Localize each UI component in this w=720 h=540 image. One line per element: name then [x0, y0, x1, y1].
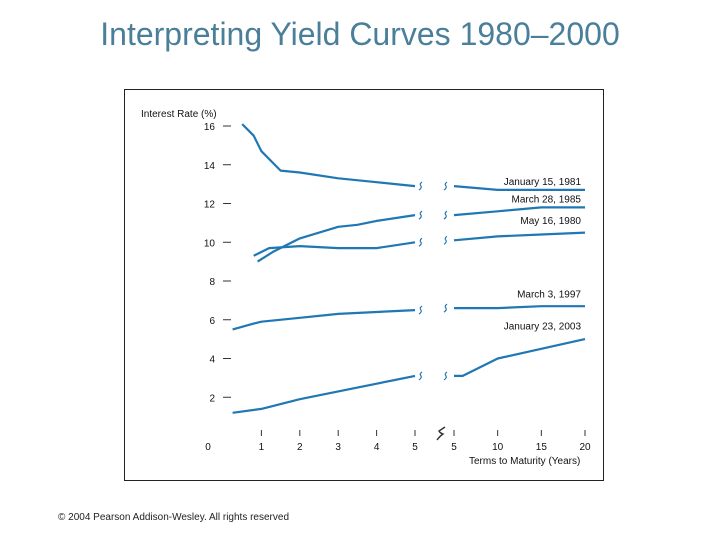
series-line-long-may-16-1980: [453, 231, 586, 242]
series-line-short-january-23-2003: [232, 374, 416, 414]
y-tick-label: 4: [209, 355, 215, 366]
series-label-march-3-1997: March 3, 1997: [517, 289, 581, 300]
slide-title: Interpreting Yield Curves 1980–2000: [100, 16, 620, 52]
x-tick-label: 5: [412, 442, 418, 453]
x-tick-label: 1: [259, 442, 265, 453]
chart-frame: Interest Rate (%) Terms to Maturity (Yea…: [124, 89, 604, 481]
break-mark-march-3-1997: [418, 305, 423, 315]
y-tick-label: 12: [204, 200, 216, 211]
break-mark-march-28-1985: [443, 210, 448, 220]
x-tick-label: 4: [374, 442, 380, 453]
break-mark-january-23-2003: [443, 371, 448, 381]
x-tick-label: 2: [297, 442, 303, 453]
series-line-short-march-28-1985: [257, 214, 416, 263]
origin-label: 0: [205, 442, 211, 453]
x-tick-label: 15: [536, 442, 548, 453]
break-mark-march-28-1985: [418, 210, 423, 220]
break-mark-january-15-1981: [418, 181, 423, 191]
break-mark-may-16-1980: [418, 237, 423, 247]
break-mark-may-16-1980: [443, 235, 448, 245]
series-label-march-28-1985: March 28, 1985: [512, 195, 582, 206]
series-line-long-january-15-1981: [453, 185, 585, 191]
x-tick-label: 20: [579, 442, 591, 453]
y-axis-label: Interest Rate (%): [141, 109, 217, 120]
break-mark-january-15-1981: [443, 181, 448, 191]
series-line-short-march-3-1997: [232, 309, 416, 331]
break-mark-january-23-2003: [418, 371, 423, 381]
y-tick-label: 16: [204, 122, 216, 133]
series-line-long-january-23-2003: [454, 338, 586, 377]
x-tick-label: 3: [335, 442, 341, 453]
break-mark-march-3-1997: [443, 303, 448, 313]
yield-curve-chart: Interest Rate (%) Terms to Maturity (Yea…: [141, 109, 591, 467]
series-labels-group: January 15, 1981 March 28, 1985 May 16, 19…: [504, 177, 582, 332]
series-label-january-15-1981: January 15, 1981: [504, 177, 582, 188]
copyright-notice: © 2004 Pearson Addison-Wesley. All right…: [58, 512, 290, 523]
series-line-short-january-15-1981: [241, 123, 416, 188]
series-group: [232, 123, 586, 414]
series-label-january-23-2003: January 23, 2003: [504, 321, 582, 332]
y-tick-label: 14: [204, 161, 216, 172]
series-line-long-march-3-1997: [454, 305, 585, 310]
series-label-may-16-1980: May 16, 1980: [520, 216, 581, 227]
x-tick-label: 10: [492, 442, 504, 453]
y-tick-label: 2: [209, 393, 215, 404]
series-line-short-may-16-1980: [253, 241, 416, 257]
x-tick-label: 5: [451, 442, 457, 453]
x-axis-label: Terms to Maturity (Years): [469, 456, 580, 467]
y-tick-label: 6: [209, 316, 215, 327]
y-tick-label: 10: [204, 238, 216, 249]
series-line-long-march-28-1985: [453, 206, 585, 217]
y-tick-label: 8: [209, 277, 215, 288]
axis-break-mark: [436, 426, 446, 441]
